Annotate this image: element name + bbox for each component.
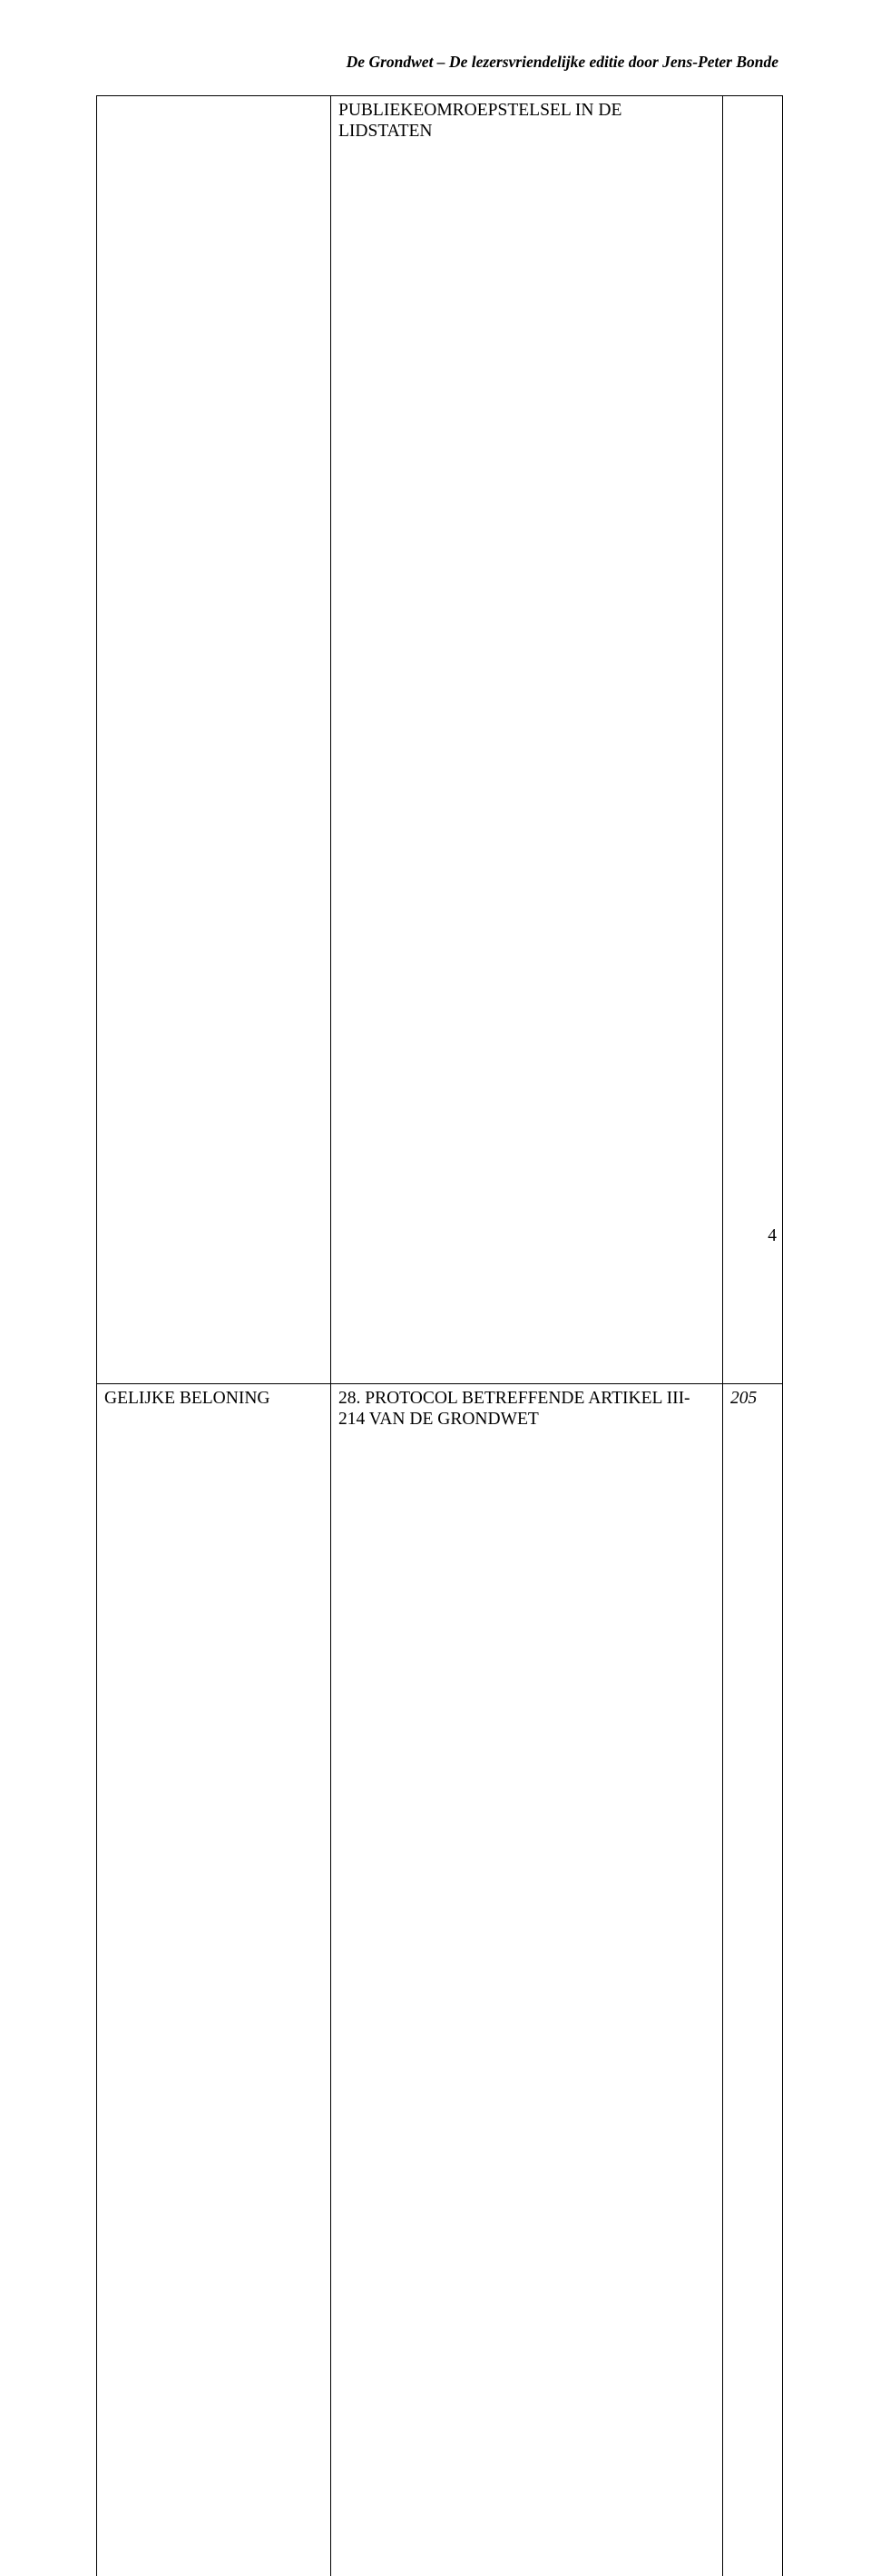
row-page-number: 205 — [723, 1384, 783, 2576]
row-label — [97, 96, 331, 1384]
row-description: 28. PROTOCOL BETREFFENDE ARTIKEL III-214… — [331, 1384, 723, 2576]
table-row: PUBLIEKEOMROEPSTELSEL IN DE LIDSTATEN — [97, 96, 783, 1384]
footer-page-number: 4 — [768, 1226, 777, 1246]
running-header: De Grondwet – De lezersvriendelijke edit… — [96, 53, 782, 72]
row-page-number — [723, 96, 783, 1384]
row-description: PUBLIEKEOMROEPSTELSEL IN DE LIDSTATEN — [331, 96, 723, 1384]
document-page: De Grondwet – De lezersvriendelijke edit… — [0, 0, 871, 1288]
table-row: GELIJKE BELONING28. PROTOCOL BETREFFENDE… — [97, 1384, 783, 2576]
protocols-table: PUBLIEKEOMROEPSTELSEL IN DE LIDSTATENGEL… — [96, 95, 783, 2576]
row-label: GELIJKE BELONING — [97, 1384, 331, 2576]
protocols-table-body: PUBLIEKEOMROEPSTELSEL IN DE LIDSTATENGEL… — [97, 96, 783, 2576]
